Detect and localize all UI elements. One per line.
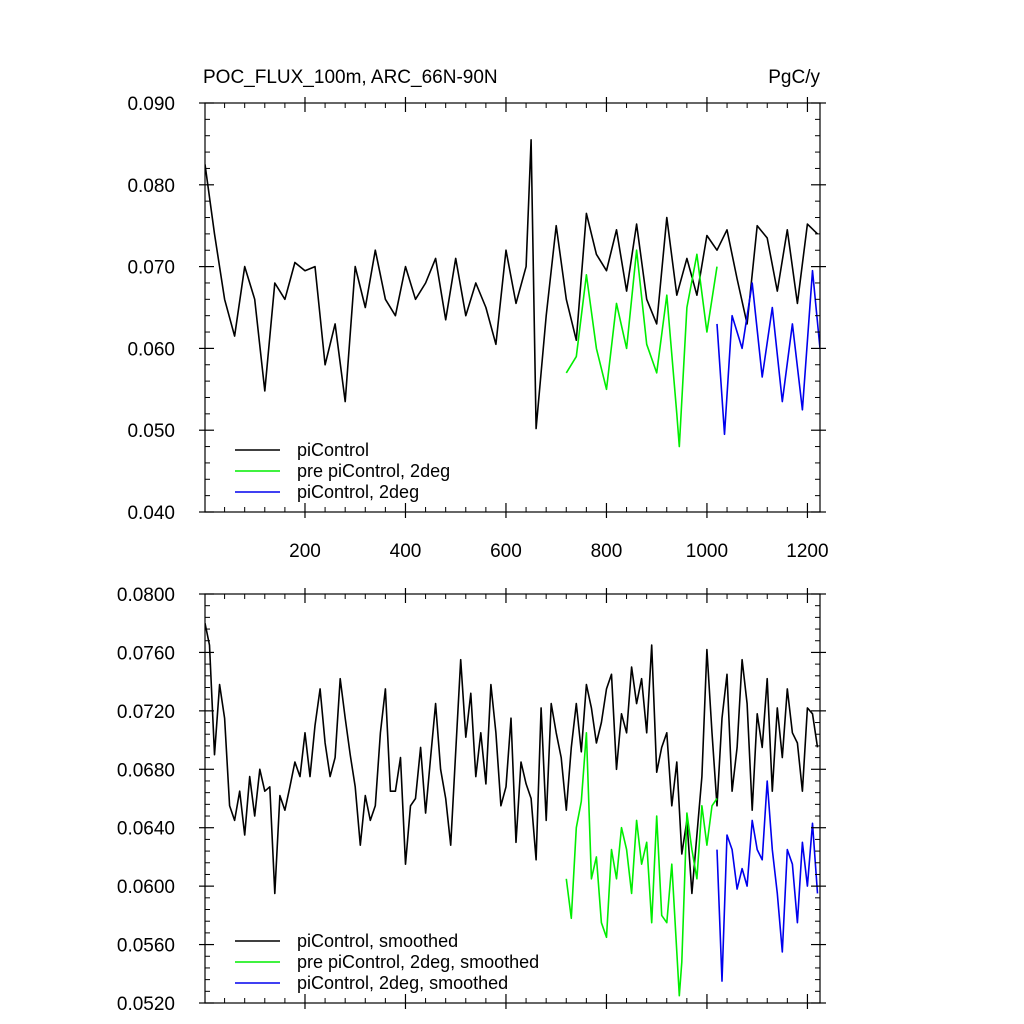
y-tick-label: 0.070 <box>127 258 175 279</box>
y-tick-label: 0.0720 <box>117 702 175 723</box>
series-line-2 <box>716 780 819 982</box>
x-tick-label: 1000 <box>686 541 728 562</box>
legend-label-1: pre piControl, 2deg, smoothed <box>297 952 539 972</box>
y-tick-label: 0.090 <box>127 94 175 115</box>
series-line-0 <box>205 623 819 895</box>
legend-label-0: piControl <box>297 440 369 460</box>
legend-label-2: piControl, 2deg, smoothed <box>297 973 508 993</box>
y-tick-label: 0.060 <box>127 339 175 360</box>
series-line-1 <box>565 249 718 448</box>
y-tick-label: 0.0800 <box>117 585 175 606</box>
series-line-1 <box>565 731 718 997</box>
legend-label-1: pre piControl, 2deg <box>297 461 450 481</box>
y-tick-label: 0.040 <box>127 503 175 524</box>
y-tick-label: 0.050 <box>127 421 175 442</box>
x-tick-label: 800 <box>591 541 623 562</box>
x-tick-label: 600 <box>490 541 522 562</box>
y-tick-label: 0.0640 <box>117 819 175 840</box>
y-tick-label: 0.0600 <box>117 877 175 898</box>
y-tick-label: 0.0520 <box>117 994 175 1015</box>
x-tick-label: 200 <box>289 541 321 562</box>
bottom-panel: 0.0520 0.0560 0.0600 0.0640 0.0680 0.0720 0.07… <box>117 585 826 1015</box>
y-tick-label: 0.080 <box>127 176 175 197</box>
plot-frame <box>204 102 821 513</box>
x-tick-label: 400 <box>390 541 422 562</box>
y-tick-label: 0.0680 <box>117 760 175 781</box>
series-line-0 <box>205 139 819 430</box>
chart-title: POC_FLUX_100m, ARC_66N-90N <box>203 67 498 88</box>
units-label: PgC/y <box>768 67 820 88</box>
legend-label-2: piControl, 2deg <box>297 482 419 502</box>
y-tick-label: 0.0760 <box>117 643 175 664</box>
y-tick-label: 0.0560 <box>117 936 175 957</box>
top-panel: 0.040 0.050 0.060 0.070 0.080 0.090 200 400 600 8… <box>127 67 828 562</box>
x-tick-label: 1200 <box>786 541 828 562</box>
series-line-2 <box>716 269 820 436</box>
legend-label-0: piControl, smoothed <box>297 931 458 951</box>
plot-frame <box>204 593 821 1004</box>
